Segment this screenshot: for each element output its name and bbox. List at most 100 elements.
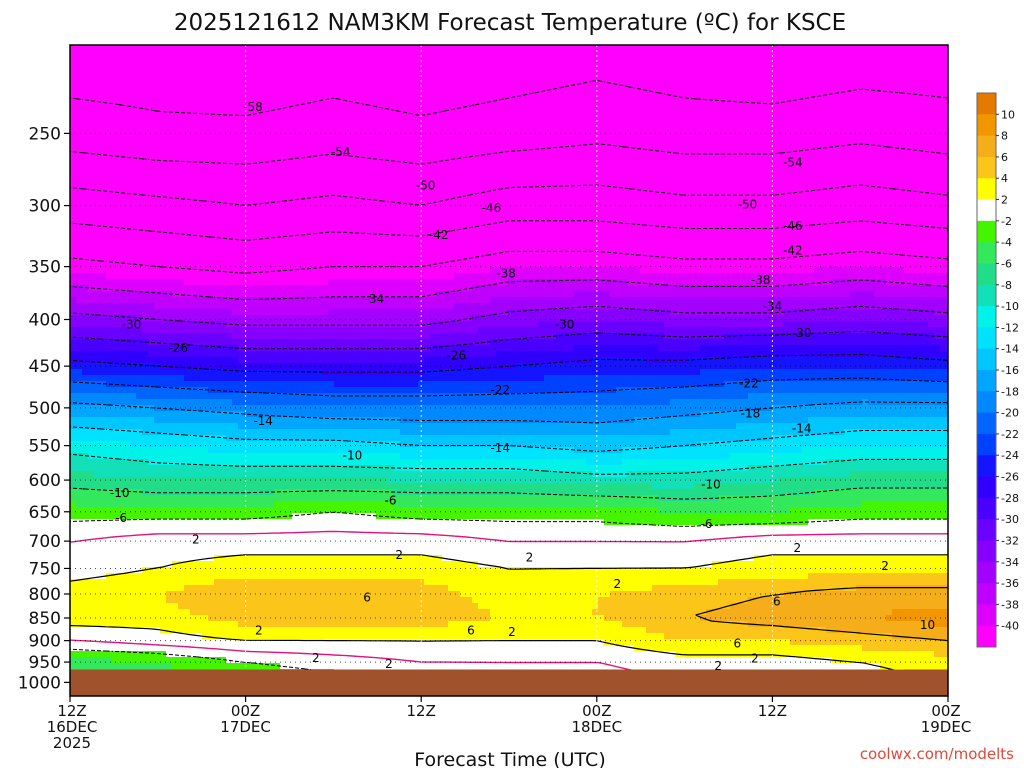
temp-cell [670, 75, 677, 82]
temp-cell [538, 243, 545, 250]
temp-cell [136, 93, 143, 100]
temp-cell [526, 105, 533, 112]
temp-cell [472, 159, 479, 166]
temp-cell [916, 141, 923, 148]
temp-cell [760, 111, 767, 118]
temp-cell [364, 207, 371, 214]
temp-cell [316, 219, 323, 226]
temp-cell [334, 51, 341, 58]
temp-cell [634, 93, 641, 100]
temp-cell [448, 237, 455, 244]
temp-cell [754, 219, 761, 226]
temp-cell [394, 177, 401, 184]
temp-cell [154, 189, 161, 196]
temp-cell [808, 123, 815, 130]
temp-cell [712, 69, 719, 76]
temp-cell [196, 63, 203, 70]
temp-cell [670, 213, 677, 220]
temp-cell [664, 171, 671, 178]
temp-cell [832, 81, 839, 88]
temp-cell [838, 57, 845, 64]
temp-cell [88, 147, 95, 154]
temp-cell [130, 75, 137, 82]
temp-cell [406, 141, 413, 148]
temp-cell [544, 69, 551, 76]
temp-cell [886, 57, 893, 64]
temp-cell [76, 141, 83, 148]
temp-cell [808, 153, 815, 160]
temp-cell [478, 57, 485, 64]
temp-cell [220, 87, 227, 94]
temp-cell [916, 99, 923, 106]
temp-cell [226, 153, 233, 160]
temp-cell [232, 87, 239, 94]
temp-cell [268, 63, 275, 70]
temp-cell [550, 81, 557, 88]
temp-cell [928, 207, 935, 214]
temp-cell [904, 183, 911, 190]
temp-cell [718, 105, 725, 112]
temp-cell [862, 75, 869, 82]
temp-cell [274, 171, 281, 178]
temp-cell [178, 57, 185, 64]
temp-cell [838, 243, 845, 250]
temp-cell [304, 117, 311, 124]
temp-cell [898, 99, 905, 106]
temp-cell [316, 87, 323, 94]
temp-cell [946, 69, 948, 76]
temp-cell [742, 111, 749, 118]
temp-cell [910, 123, 917, 130]
temp-cell [784, 45, 791, 52]
temp-cell [718, 51, 725, 58]
temp-cell [346, 219, 353, 226]
temp-cell [136, 207, 143, 214]
temp-cell [568, 207, 575, 214]
temp-cell [538, 213, 545, 220]
temp-cell [904, 105, 911, 112]
temp-cell [520, 231, 527, 238]
temp-cell [448, 57, 455, 64]
temp-cell [310, 213, 317, 220]
temp-cell [658, 81, 665, 88]
temp-cell [808, 219, 815, 226]
temp-cell [850, 81, 857, 88]
plot-area: -58-54-50-46-42-38-34-30-26-26-22-30-18-… [70, 45, 948, 696]
temp-cell [904, 147, 911, 154]
temp-cell [196, 69, 203, 76]
temp-cell [76, 237, 83, 244]
temp-cell [514, 177, 521, 184]
temp-cell [586, 147, 593, 154]
temp-cell [910, 129, 917, 136]
temp-cell [928, 231, 935, 238]
temp-cell [310, 123, 317, 130]
temp-cell [442, 141, 449, 148]
temp-cell [226, 171, 233, 178]
temp-cell [658, 207, 665, 214]
temp-cell [568, 237, 575, 244]
temp-cell [604, 207, 611, 214]
temp-cell [178, 153, 185, 160]
temp-cell [664, 219, 671, 226]
temp-cell [424, 99, 431, 106]
temp-cell [718, 87, 725, 94]
temp-cell [88, 219, 95, 226]
temp-cell [298, 207, 305, 214]
temp-cell [868, 117, 875, 124]
temp-cell [100, 243, 107, 250]
temp-cell [778, 117, 785, 124]
temp-cell [262, 183, 269, 190]
temp-cell [196, 45, 203, 52]
temp-cell [88, 213, 95, 220]
temp-cell [682, 207, 689, 214]
temp-cell [586, 171, 593, 178]
temp-cell [436, 171, 443, 178]
temp-cell [646, 237, 653, 244]
temp-cell [502, 81, 509, 88]
temp-cell [760, 75, 767, 82]
temp-cell [364, 219, 371, 226]
temp-cell [874, 177, 881, 184]
temp-cell [730, 213, 737, 220]
temp-cell [376, 87, 383, 94]
temp-cell [286, 213, 293, 220]
temp-cell [730, 207, 737, 214]
